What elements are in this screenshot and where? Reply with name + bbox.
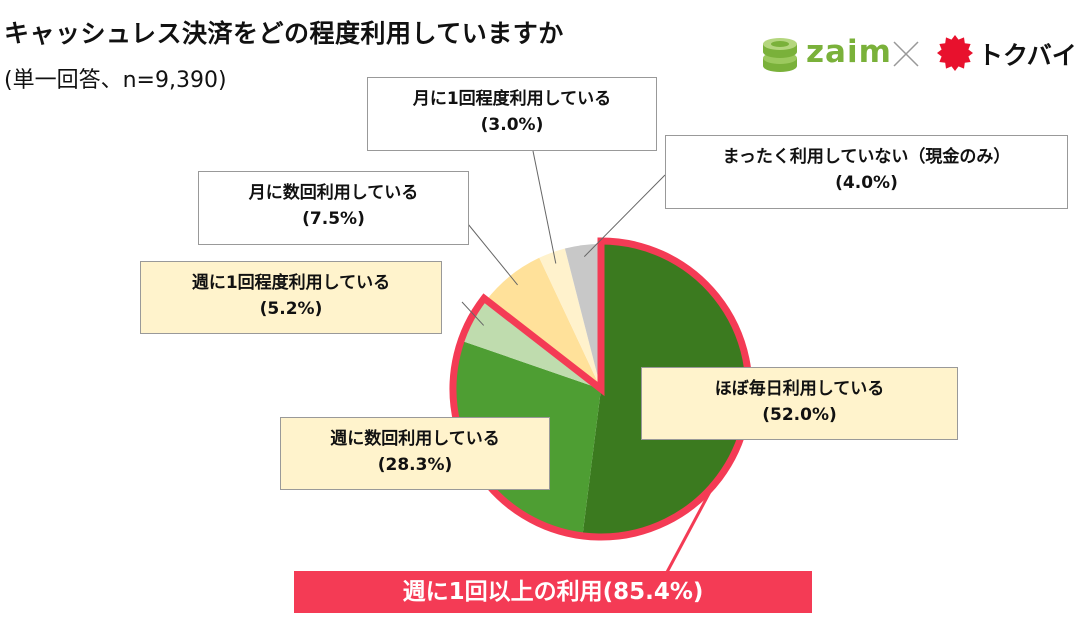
slice-label-daily-value: (52.0%) bbox=[762, 405, 837, 425]
leader-line-weekly-once bbox=[461, 301, 485, 326]
highlight-pointer-line bbox=[664, 491, 711, 575]
slice-label-daily-name: ほぼ毎日利用している bbox=[714, 379, 885, 399]
pie-slice-monthly-once bbox=[539, 248, 601, 389]
leader-line-monthly-several bbox=[467, 223, 518, 286]
tokubai-badge-icon bbox=[937, 35, 973, 71]
slice-label-monthly-once-value: (3.0%) bbox=[480, 115, 544, 135]
leader-line-monthly-once bbox=[532, 150, 557, 264]
slice-label-weekly-once: 週に1回程度利用している (5.2%) bbox=[140, 261, 442, 334]
pie-slice-none bbox=[564, 244, 601, 389]
pie-slice-monthly-several bbox=[486, 257, 601, 389]
zaim-coin-icon bbox=[763, 38, 797, 72]
slice-label-weekly-several-name: 週に数回利用している bbox=[330, 429, 500, 449]
slice-label-monthly-several-name: 月に数回利用している bbox=[248, 183, 419, 203]
highlight-banner: 週に1回以上の利用(85.4%) bbox=[294, 571, 812, 613]
leader-line-none bbox=[583, 174, 666, 258]
highlight-outline bbox=[449, 237, 753, 541]
zaim-logo-text: zaim bbox=[806, 34, 892, 70]
chart-subtitle: (単一回答、n=9,390) bbox=[4, 68, 227, 93]
logos: zaim トクバイ bbox=[760, 30, 1077, 80]
slice-label-monthly-several: 月に数回利用している (7.5%) bbox=[198, 171, 469, 245]
slice-label-monthly-several-value: (7.5%) bbox=[302, 209, 365, 229]
slice-label-weekly-once-value: (5.2%) bbox=[259, 299, 323, 319]
cross-icon bbox=[893, 41, 919, 67]
slice-label-weekly-several: 週に数回利用している (28.3%) bbox=[280, 417, 550, 490]
slice-label-daily: ほぼ毎日利用している (52.0%) bbox=[641, 367, 958, 440]
slice-label-weekly-several-value: (28.3%) bbox=[377, 455, 453, 475]
slice-label-monthly-once: 月に1回程度利用している (3.0%) bbox=[367, 77, 657, 151]
slice-label-weekly-once-name: 週に1回程度利用している bbox=[191, 273, 391, 293]
slice-label-none-value: (4.0%) bbox=[835, 173, 898, 193]
slice-label-monthly-once-name: 月に1回程度利用している bbox=[412, 89, 612, 109]
tokubai-logo-text: トクバイ bbox=[978, 41, 1077, 70]
slice-label-none-name: まったく利用していない（現金のみ） bbox=[722, 147, 1011, 167]
chart-title: キャッシュレス決済をどの程度利用していますか bbox=[4, 19, 564, 48]
slice-label-none: まったく利用していない（現金のみ） (4.0%) bbox=[665, 135, 1068, 209]
